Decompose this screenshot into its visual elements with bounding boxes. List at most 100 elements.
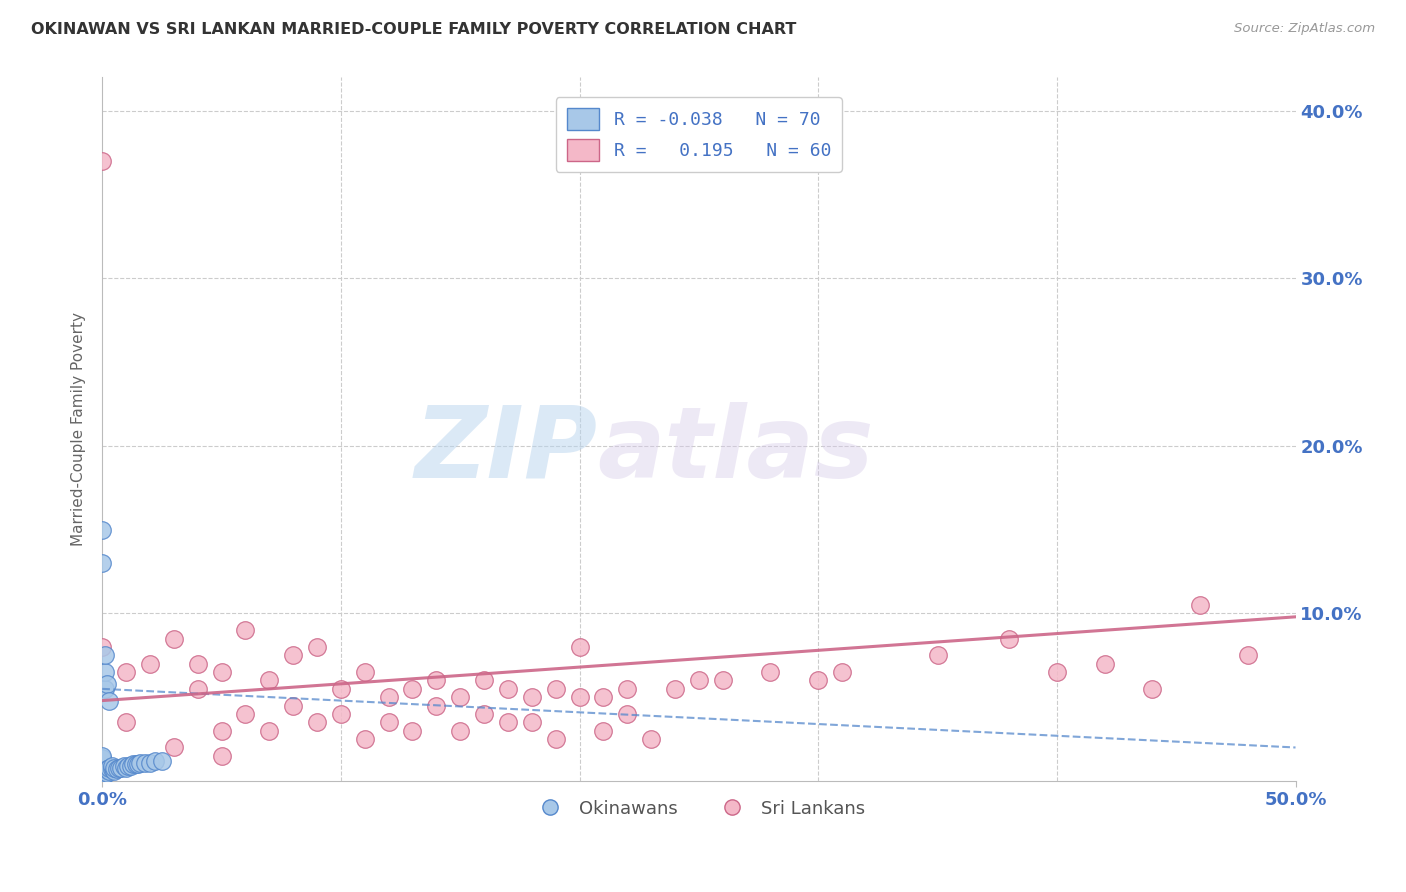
Point [496,715,519,730]
Point [91,774,114,789]
Point [98,761,121,775]
Point [329,681,352,696]
Point [1142,681,1164,696]
Point [103,764,125,778]
Point [91,759,114,773]
Point [927,648,949,663]
Point [401,723,423,738]
Text: atlas: atlas [598,401,875,499]
Point [115,715,138,730]
Point [91,774,114,789]
Point [235,624,257,638]
Point [91,754,114,768]
Point [115,665,138,679]
Point [91,523,114,537]
Point [664,681,686,696]
Point [91,764,114,778]
Point [187,681,209,696]
Point [544,732,567,747]
Point [163,740,186,755]
Point [211,748,233,763]
Point [425,673,447,688]
Point [91,756,114,770]
Point [568,690,591,705]
Point [143,754,166,768]
Point [96,677,118,691]
Point [449,723,471,738]
Point [807,673,830,688]
Point [91,762,114,776]
Point [91,750,114,764]
Point [93,648,115,663]
Point [568,640,591,654]
Point [108,761,131,775]
Point [91,761,114,775]
Point [472,706,495,721]
Point [91,765,114,780]
Point [163,632,186,646]
Point [592,690,614,705]
Point [91,769,114,783]
Point [91,767,114,781]
Point [122,757,145,772]
Point [377,715,399,730]
Point [91,759,114,773]
Point [91,774,114,789]
Point [127,757,149,772]
Point [115,761,138,775]
Text: Source: ZipAtlas.com: Source: ZipAtlas.com [1234,22,1375,36]
Point [281,698,304,713]
Point [91,761,114,775]
Point [91,154,114,169]
Point [425,698,447,713]
Point [91,767,114,781]
Point [117,759,139,773]
Point [124,757,146,772]
Point [353,732,375,747]
Point [120,759,142,773]
Point [91,764,114,778]
Point [91,761,114,775]
Point [91,774,114,789]
Point [91,556,114,570]
Point [91,774,114,789]
Point [91,771,114,785]
Point [616,706,638,721]
Point [110,761,132,775]
Point [91,752,114,766]
Point [544,681,567,696]
Point [91,756,114,770]
Point [91,762,114,776]
Point [91,774,114,789]
Point [91,769,114,783]
Point [129,756,152,770]
Point [91,762,114,776]
Point [91,757,114,772]
Point [91,752,114,766]
Point [1094,657,1116,671]
Point [592,723,614,738]
Point [91,765,114,780]
Text: ZIP: ZIP [415,401,598,499]
Point [831,665,853,679]
Point [305,640,328,654]
Point [96,765,118,780]
Point [91,757,114,772]
Point [91,774,114,789]
Point [449,690,471,705]
Point [377,690,399,705]
Point [759,665,782,679]
Point [112,759,135,773]
Point [139,657,162,671]
Point [1236,648,1258,663]
Point [91,757,114,772]
Y-axis label: Married-Couple Family Poverty: Married-Couple Family Poverty [72,312,86,546]
Point [281,648,304,663]
Point [235,706,257,721]
Point [259,723,281,738]
Point [401,681,423,696]
Point [103,761,125,775]
Point [616,681,638,696]
Point [496,681,519,696]
Point [150,754,173,768]
